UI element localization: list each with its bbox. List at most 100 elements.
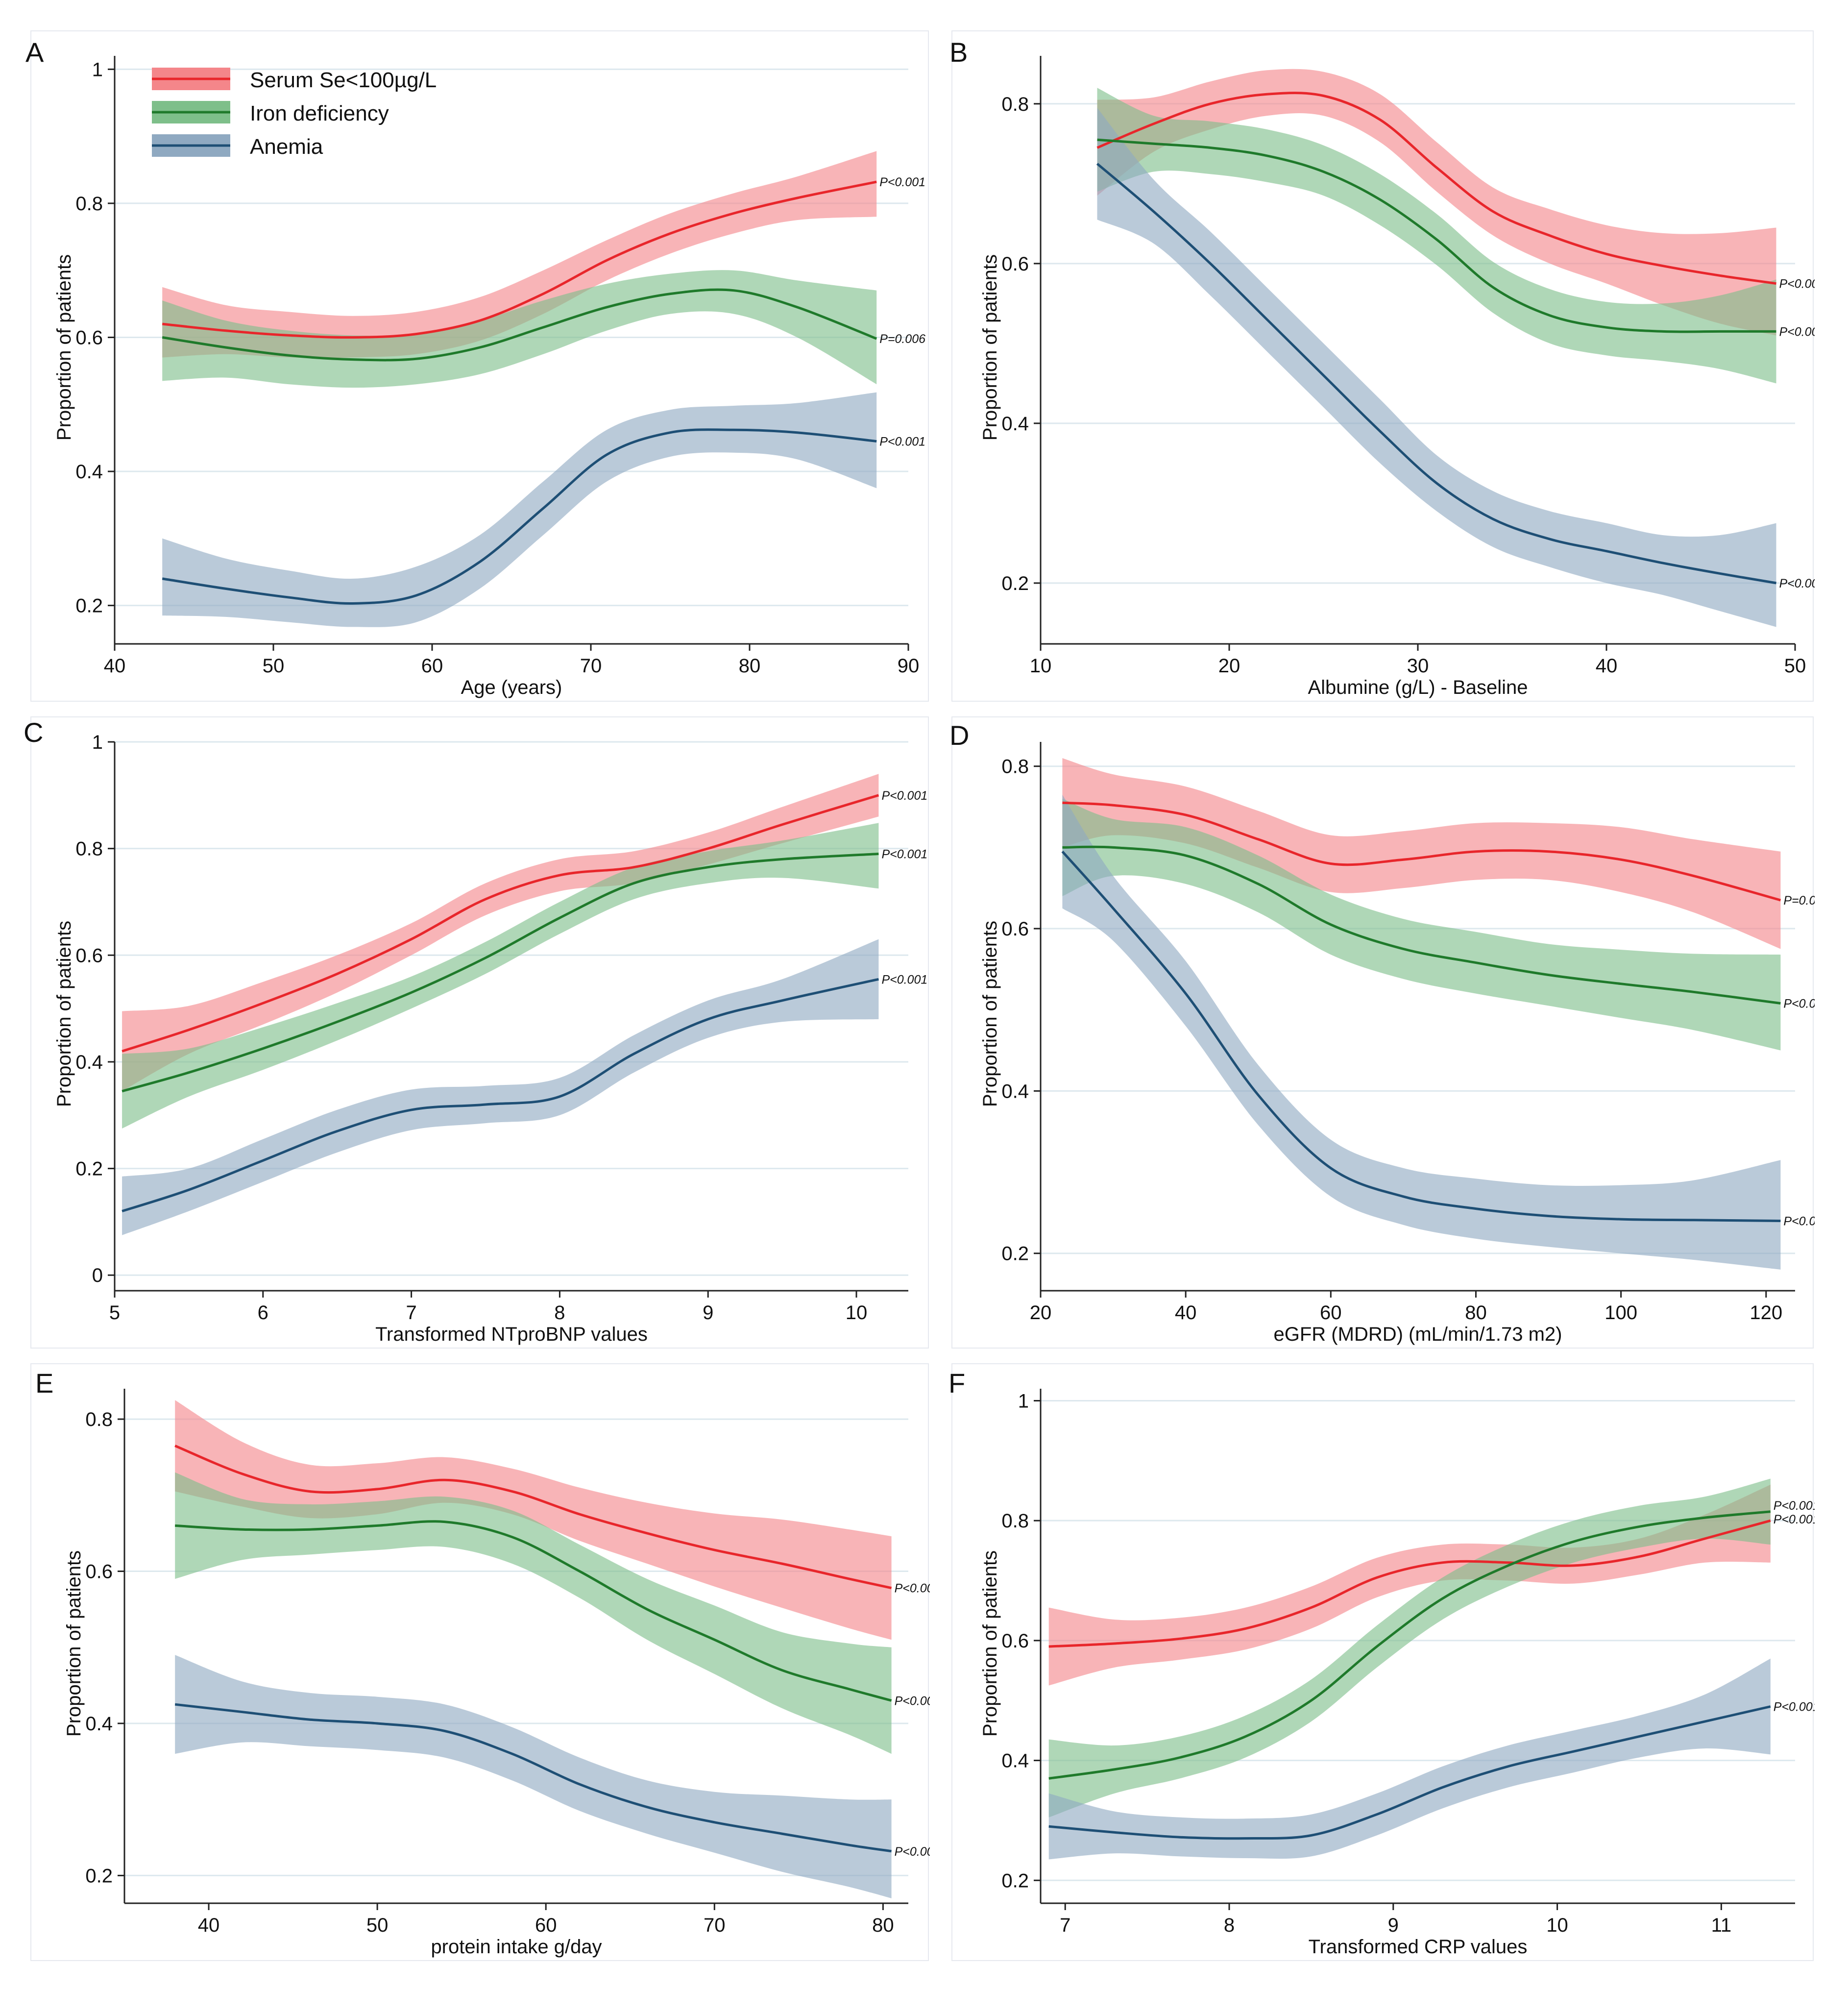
y-tick-label-a-2: 0.6 bbox=[75, 327, 103, 348]
x-tick-label-d-3: 80 bbox=[1465, 1302, 1487, 1324]
series-line-d-iron bbox=[1062, 845, 1781, 1005]
x-tick-label-f-1: 8 bbox=[1224, 1915, 1235, 1936]
y-tick-label-f-1: 0.4 bbox=[1001, 1750, 1029, 1772]
x-tick-label-b-2: 30 bbox=[1407, 655, 1429, 677]
y-tick-label-c-3: 0.6 bbox=[75, 945, 103, 966]
y-axis-title-f: Proportion of patients bbox=[979, 1550, 1001, 1737]
p-value-e-anemia: P<0.001 bbox=[895, 1845, 930, 1859]
chart-a-svg: P<0.001 P=0.006 P<0.001 0.2 0.4 0.6 0.8 1 40 50 60… bbox=[53, 56, 925, 698]
p-value-a-serum: P<0.001 bbox=[879, 175, 925, 189]
x-tick-label-a-3: 70 bbox=[580, 655, 602, 677]
y-axis-title-c: Proportion of patients bbox=[53, 921, 75, 1107]
y-tick-label-c-5: 1 bbox=[92, 732, 103, 753]
ci-band-f-serum bbox=[1048, 1484, 1771, 1686]
y-tick-label-e-0: 0.2 bbox=[85, 1865, 113, 1887]
y-tick-label-d-0: 0.2 bbox=[1001, 1243, 1029, 1265]
x-tick-label-d-4: 100 bbox=[1605, 1302, 1637, 1324]
series-line-d-anemia bbox=[1061, 851, 1781, 1222]
legend-item-serum: Serum Se<100µg/L bbox=[152, 68, 437, 92]
ci-band-a-anemia bbox=[162, 392, 877, 627]
x-axis-title-a: Age (years) bbox=[461, 677, 562, 698]
y-tick-label-f-3: 0.8 bbox=[1001, 1510, 1029, 1532]
series-line-e-iron bbox=[175, 1520, 892, 1702]
p-value-d-serum: P=0.013 bbox=[1783, 894, 1815, 908]
panel-label-f: F bbox=[948, 1368, 966, 1399]
p-value-c-serum: P<0.001 bbox=[881, 789, 927, 803]
series-line-f-serum bbox=[1048, 1519, 1771, 1648]
p-value-f-iron: P<0.001 bbox=[1774, 1499, 1815, 1513]
chart-e-svg: P<0.001 P<0.001 P<0.001 0.2 0.4 0.6 0.8 40 50 60 7… bbox=[63, 1389, 930, 1958]
y-tick-label-f-0: 0.2 bbox=[1001, 1870, 1029, 1891]
ci-band-f-anemia bbox=[1048, 1658, 1771, 1860]
p-value-b-anemia: P<0.001 bbox=[1779, 577, 1815, 590]
y-tick-label-e-1: 0.4 bbox=[85, 1713, 113, 1735]
chart-b-svg: P<0.001 P<0.001 P<0.001 0.2 0.4 0.6 0.8 10 20 30 4… bbox=[979, 56, 1815, 698]
x-tick-label-a-5: 90 bbox=[898, 655, 920, 677]
x-tick-label-f-2: 9 bbox=[1388, 1915, 1399, 1936]
x-tick-label-c-3: 8 bbox=[554, 1302, 565, 1324]
legend-label-iron: Iron deficiency bbox=[250, 101, 389, 125]
x-tick-label-e-4: 80 bbox=[872, 1915, 894, 1936]
series-line-b-anemia bbox=[1096, 163, 1776, 585]
x-tick-label-f-4: 11 bbox=[1711, 1915, 1732, 1936]
p-value-b-iron: P<0.001 bbox=[1779, 325, 1815, 339]
ci-band-e-anemia bbox=[175, 1655, 892, 1898]
y-axis-title-b: Proportion of patients bbox=[979, 254, 1001, 441]
x-tick-label-b-1: 20 bbox=[1218, 655, 1240, 677]
x-tick-label-c-4: 9 bbox=[703, 1302, 713, 1324]
y-tick-label-a-0: 0.2 bbox=[75, 595, 103, 617]
ci-band-b-anemia bbox=[1097, 108, 1776, 627]
x-tick-label-a-2: 60 bbox=[421, 655, 443, 677]
series-line-b-serum bbox=[1096, 92, 1776, 285]
y-tick-label-f-4: 1 bbox=[1018, 1390, 1029, 1412]
series-line-a-anemia bbox=[162, 428, 877, 605]
series-line-b-iron bbox=[1097, 138, 1776, 333]
y-tick-label-a-4: 1 bbox=[92, 59, 103, 80]
x-axis-title-f: Transformed CRP values bbox=[1309, 1936, 1528, 1958]
y-tick-label-c-2: 0.4 bbox=[75, 1052, 103, 1073]
y-tick-label-f-2: 0.6 bbox=[1001, 1630, 1029, 1652]
chart-panel-d: P=0.013 P<0.001 P<0.001 0.2 0.4 0.6 0.8 20 40 60 8… bbox=[951, 716, 1815, 1349]
x-tick-label-a-0: 40 bbox=[104, 655, 126, 677]
x-tick-label-b-3: 40 bbox=[1596, 655, 1618, 677]
x-axis-title-b: Albumine (g/L) - Baseline bbox=[1308, 677, 1528, 698]
chart-panel-c: P<0.001 P<0.001 P<0.001 0 0.2 0.4 0.6 0.8 1 5 6 7 8 9… bbox=[30, 716, 929, 1349]
ci-band-c-iron bbox=[122, 823, 879, 1129]
y-tick-label-d-3: 0.8 bbox=[1001, 756, 1029, 778]
chart-d-svg: P=0.013 P<0.001 P<0.001 0.2 0.4 0.6 0.8 20 40 60 8… bbox=[979, 742, 1815, 1345]
ci-band-e-iron bbox=[175, 1472, 892, 1754]
x-tick-label-d-1: 40 bbox=[1175, 1302, 1197, 1324]
x-tick-label-e-1: 50 bbox=[366, 1915, 389, 1936]
ci-band-d-iron bbox=[1062, 799, 1781, 1051]
x-tick-label-b-0: 10 bbox=[1030, 655, 1052, 677]
y-tick-label-a-1: 0.4 bbox=[75, 461, 103, 483]
series-line-d-serum bbox=[1062, 801, 1781, 902]
x-tick-label-c-5: 10 bbox=[846, 1302, 868, 1324]
series-line-f-iron bbox=[1048, 1510, 1771, 1780]
panel-label-a: A bbox=[25, 37, 44, 68]
y-tick-label-e-2: 0.6 bbox=[85, 1561, 113, 1583]
y-axis-title-d: Proportion of patients bbox=[979, 921, 1001, 1107]
y-tick-label-b-0: 0.2 bbox=[1001, 573, 1029, 594]
series-line-c-iron bbox=[122, 853, 879, 1093]
x-tick-label-c-0: 5 bbox=[109, 1302, 120, 1324]
x-axis-title-c: Transformed NTproBNP values bbox=[375, 1324, 648, 1345]
x-tick-label-e-0: 40 bbox=[198, 1915, 220, 1936]
legend-label-anemia: Anemia bbox=[250, 135, 323, 159]
p-value-e-serum: P<0.001 bbox=[895, 1582, 930, 1596]
chart-panel-a: P<0.001 P=0.006 P<0.001 0.2 0.4 0.6 0.8 1 40 50 60… bbox=[30, 30, 929, 702]
series-line-e-serum bbox=[174, 1445, 892, 1590]
y-tick-label-d-2: 0.6 bbox=[1001, 918, 1029, 940]
p-value-a-anemia: P<0.001 bbox=[879, 435, 925, 448]
x-tick-label-c-2: 7 bbox=[406, 1302, 416, 1324]
y-tick-label-d-1: 0.4 bbox=[1001, 1080, 1029, 1102]
p-value-c-anemia: P<0.001 bbox=[881, 973, 927, 986]
y-tick-label-b-1: 0.4 bbox=[1001, 413, 1029, 435]
x-tick-label-e-2: 60 bbox=[535, 1915, 557, 1936]
y-axis-title-e: Proportion of patients bbox=[63, 1550, 85, 1737]
p-value-d-anemia: P<0.001 bbox=[1783, 1214, 1815, 1228]
y-tick-label-b-2: 0.6 bbox=[1001, 253, 1029, 275]
chart-panel-b: P<0.001 P<0.001 P<0.001 0.2 0.4 0.6 0.8 10 20 30 4… bbox=[951, 30, 1815, 702]
p-value-e-iron: P<0.001 bbox=[895, 1694, 930, 1708]
p-value-f-anemia: P<0.001 bbox=[1774, 1700, 1815, 1714]
